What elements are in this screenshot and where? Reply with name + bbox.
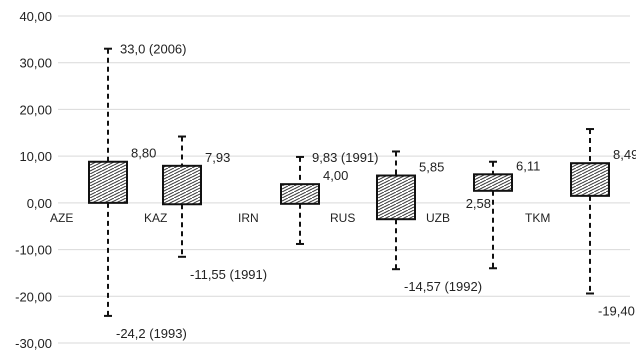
gridlines xyxy=(58,15,630,344)
q3-label: 8,80 xyxy=(131,146,156,161)
y-tick-label: 0,00 xyxy=(27,196,52,211)
category-label: RUS xyxy=(330,211,355,225)
annotations: 33,0 (2006) 8,80 -24,2 (1993) 7,93 -11,55 (1… xyxy=(116,42,636,341)
category-labels: AZE KAZ IRN RUS UZB TKM xyxy=(50,211,550,225)
max-label: 33,0 (2006) xyxy=(120,42,187,57)
min-label: -24,2 (1993) xyxy=(116,326,187,341)
y-tick-label: 10,00 xyxy=(19,149,52,164)
y-axis-tick-labels: -30,00 -20,00 -10,00 0,00 10,00 20,00 30,00 40,… xyxy=(15,9,52,351)
box-tkm xyxy=(570,162,610,197)
boxes xyxy=(88,47,610,317)
q3-label: 5,85 xyxy=(419,160,444,175)
q3-label: 8,49 xyxy=(613,147,636,162)
y-tick-label: 30,00 xyxy=(19,56,52,71)
y-tick-label: -30,00 xyxy=(15,336,52,351)
box-uzb xyxy=(473,173,513,192)
box-kaz xyxy=(162,164,202,206)
y-tick-label: 40,00 xyxy=(19,9,52,24)
box-aze xyxy=(88,160,128,204)
q3-label: 4,00 xyxy=(323,168,348,183)
q1-label: 2,58 xyxy=(466,196,491,211)
category-label: UZB xyxy=(426,211,450,225)
q3-label: 6,11 xyxy=(516,158,540,173)
box-irn xyxy=(280,183,320,205)
min-label: -19,40 (1994) xyxy=(598,303,636,318)
y-tick-label: -10,00 xyxy=(15,243,52,258)
category-label: IRN xyxy=(238,211,259,225)
category-label: AZE xyxy=(50,211,73,225)
y-tick-label: -20,00 xyxy=(15,289,52,304)
category-label: KAZ xyxy=(144,211,167,225)
y-tick-label: 20,00 xyxy=(19,102,52,117)
max-label: 9,83 (1991) xyxy=(312,150,379,165)
min-label: -11,55 (1991) xyxy=(190,267,267,282)
min-label: -14,57 (1992) xyxy=(404,279,482,294)
box-rus xyxy=(376,174,416,221)
q3-label: 7,93 xyxy=(205,150,230,165)
category-label: TKM xyxy=(525,211,550,225)
